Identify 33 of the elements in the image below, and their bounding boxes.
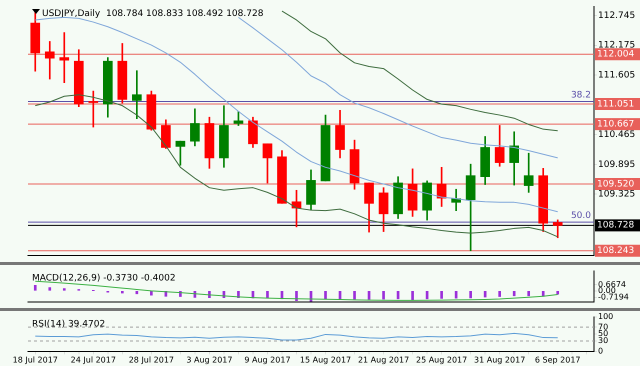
y-tick-label: 109.895 bbox=[598, 160, 636, 170]
y-tick-label: 112.745 bbox=[598, 10, 636, 21]
ref-line-label: 108.243 bbox=[597, 246, 634, 256]
x-tick-label: 9 Aug 2017 bbox=[244, 355, 291, 364]
chart-title: RSI(14) 39.4702 bbox=[32, 320, 106, 330]
x-tick-label: 18 Jul 2017 bbox=[12, 355, 58, 364]
chart-title: USDJPY,Daily 108.784 108.833 108.492 108.728 bbox=[42, 9, 264, 20]
x-tick-label: 31 Aug 2017 bbox=[474, 355, 526, 364]
ref-line-label: 110.667 bbox=[597, 119, 634, 130]
x-tick-label: 15 Aug 2017 bbox=[300, 355, 352, 364]
x-tick-label: 28 Jul 2017 bbox=[128, 355, 174, 364]
ref-line-label: 108.728 bbox=[597, 220, 634, 231]
x-tick-label: 21 Aug 2017 bbox=[358, 355, 410, 364]
x-tick-label: 6 Sep 2017 bbox=[534, 355, 581, 364]
chart-title: MACD(12,26,9) -0.3730 -0.4002 bbox=[32, 274, 176, 284]
y-tick-label: 50 bbox=[598, 329, 608, 338]
y-tick-label: 111.605 bbox=[598, 70, 636, 80]
x-tick-label: 24 Jul 2017 bbox=[70, 355, 116, 364]
y-tick-label: 30 bbox=[598, 336, 608, 346]
y-tick-label: 110.465 bbox=[598, 130, 636, 140]
y-tick-label: 112.175 bbox=[598, 40, 636, 51]
y-tick-label: 70 bbox=[598, 322, 608, 332]
annotation: 50.0 bbox=[570, 211, 592, 222]
ref-line-label: 112.004 bbox=[597, 50, 634, 60]
y-tick-label: 100 bbox=[598, 312, 614, 321]
x-tick-label: 25 Aug 2017 bbox=[416, 355, 468, 364]
ref-line-label: 109.520 bbox=[597, 179, 634, 190]
y-tick-label: 109.325 bbox=[598, 190, 636, 200]
ref-line-label: 111.051 bbox=[597, 99, 634, 110]
annotation: 38.2 bbox=[570, 90, 591, 100]
x-tick-label: 3 Aug 2017 bbox=[186, 355, 232, 364]
y-tick-label: -0.7194 bbox=[598, 292, 629, 302]
y-tick-label: 0 bbox=[598, 346, 604, 356]
